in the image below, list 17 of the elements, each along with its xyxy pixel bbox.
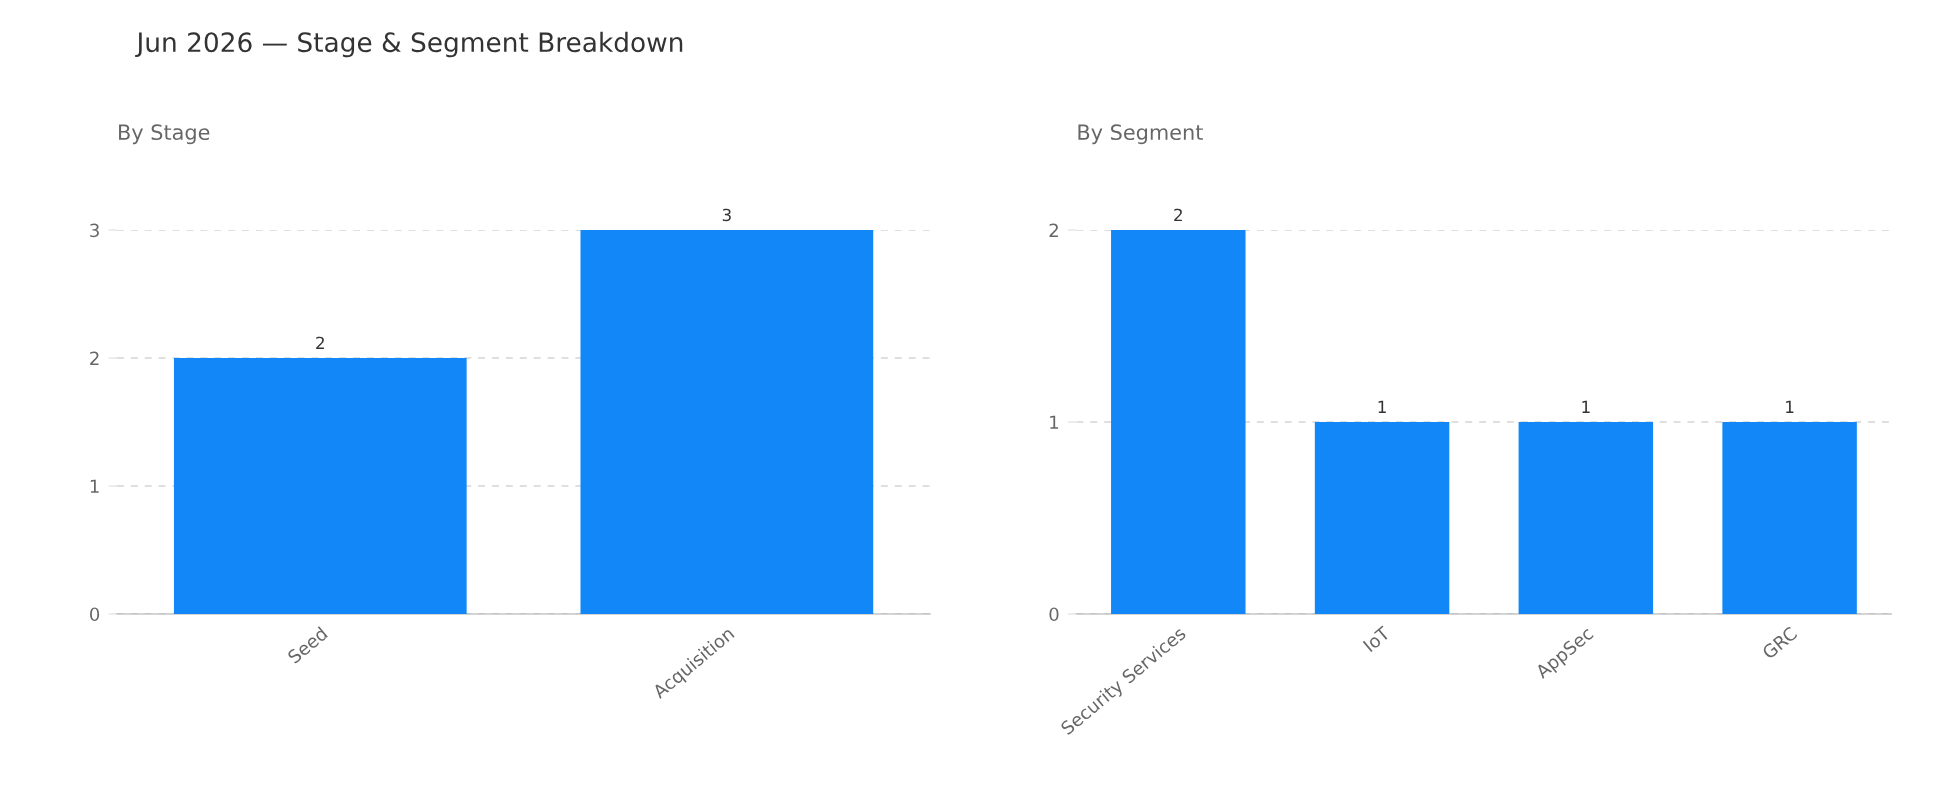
data-label: 1 (1378, 400, 1386, 413)
data-label: 1 (1582, 400, 1590, 413)
y-tick-label: 0 (90, 607, 100, 622)
data-label: 3 (722, 208, 731, 222)
y-tick-label: 1 (90, 479, 99, 493)
chart-subtitle: By Segment (1078, 124, 1203, 145)
data-label: 2 (316, 336, 324, 349)
y-tick-label: 2 (1049, 223, 1058, 237)
x-tick-label: IoT (1362, 625, 1392, 653)
y-tick-label: 3 (90, 223, 99, 238)
data-label: 2 (1174, 208, 1182, 222)
chart-title: Jun 2026 — Stage & Segment Breakdown (135, 31, 683, 58)
chart-subtitle: By Stage (119, 124, 210, 145)
y-tick-label: 0 (1049, 607, 1059, 622)
data-label: 1 (1786, 400, 1794, 413)
y-tick-label: 1 (1050, 415, 1059, 429)
y-tick-label: 2 (90, 351, 99, 365)
